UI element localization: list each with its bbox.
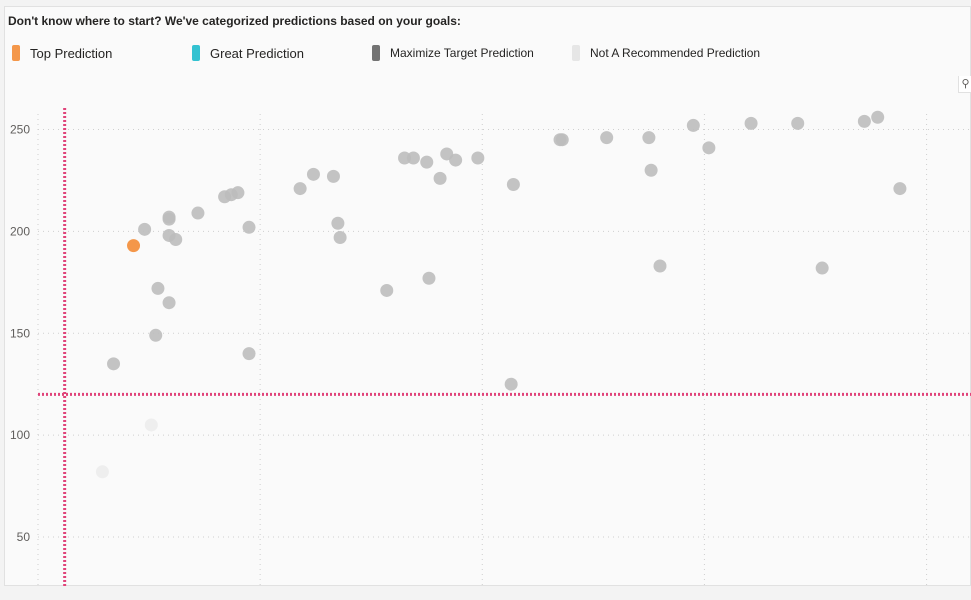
- legend-label-top-prediction: Top Prediction: [30, 45, 113, 61]
- data-point-maximize-target-prediction[interactable]: [642, 131, 656, 145]
- data-point-maximize-target-prediction[interactable]: [191, 206, 205, 220]
- data-point-maximize-target-prediction[interactable]: [422, 271, 436, 285]
- data-point-maximize-target-prediction[interactable]: [326, 169, 340, 183]
- legend-label-not-recommended: Not A Recommended Prediction: [590, 46, 761, 60]
- data-point-maximize-target-prediction[interactable]: [600, 131, 614, 145]
- data-point-maximize-target-prediction[interactable]: [380, 283, 394, 297]
- legend-swatch-not-recommended: [572, 45, 580, 61]
- data-point-not-a-recommended-prediction[interactable]: [144, 418, 158, 432]
- data-point-maximize-target-prediction[interactable]: [162, 212, 176, 226]
- data-point-maximize-target-prediction[interactable]: [702, 141, 716, 155]
- y-axis-ticks: 50 100 150 200 250: [10, 123, 30, 545]
- data-point-maximize-target-prediction[interactable]: [893, 182, 907, 196]
- data-point-maximize-target-prediction[interactable]: [138, 222, 152, 236]
- data-point-maximize-target-prediction[interactable]: [398, 151, 412, 165]
- legend-item-not-recommended[interactable]: Not A Recommended Prediction: [572, 43, 760, 63]
- legend: Top Prediction Great Prediction Maximize…: [0, 43, 971, 63]
- legend-item-great-prediction[interactable]: Great Prediction: [192, 43, 304, 63]
- data-point-maximize-target-prediction[interactable]: [420, 155, 434, 169]
- data-point-maximize-target-prediction[interactable]: [231, 186, 245, 200]
- data-point-not-a-recommended-prediction[interactable]: [95, 465, 109, 479]
- legend-swatch-great-prediction: [192, 45, 200, 61]
- y-tick-label: 50: [17, 530, 31, 544]
- legend-item-maximize-target[interactable]: Maximize Target Prediction: [372, 43, 534, 63]
- data-point-maximize-target-prediction[interactable]: [653, 259, 667, 273]
- data-point-maximize-target-prediction[interactable]: [871, 110, 885, 124]
- chart-heading: Don't know where to start? We've categor…: [8, 14, 461, 28]
- reference-lines: [38, 108, 971, 586]
- data-point-maximize-target-prediction[interactable]: [433, 171, 447, 185]
- data-point-maximize-target-prediction[interactable]: [644, 163, 658, 177]
- y-tick-label: 250: [10, 123, 30, 137]
- data-point-maximize-target-prediction[interactable]: [242, 220, 256, 234]
- data-point-maximize-target-prediction[interactable]: [242, 347, 256, 361]
- data-point-maximize-target-prediction[interactable]: [449, 153, 463, 167]
- pin-icon[interactable]: ⚲: [958, 76, 971, 93]
- data-point-maximize-target-prediction[interactable]: [293, 182, 307, 196]
- data-points: [95, 110, 907, 479]
- data-point-maximize-target-prediction[interactable]: [333, 230, 347, 244]
- data-point-top-prediction[interactable]: [127, 239, 141, 253]
- data-point-maximize-target-prediction[interactable]: [471, 151, 485, 165]
- data-point-maximize-target-prediction[interactable]: [506, 178, 520, 192]
- data-point-maximize-target-prediction[interactable]: [169, 233, 183, 247]
- data-point-maximize-target-prediction[interactable]: [504, 377, 518, 391]
- data-point-maximize-target-prediction[interactable]: [744, 116, 758, 130]
- grid-lines: [37, 114, 971, 586]
- data-point-maximize-target-prediction[interactable]: [406, 151, 420, 165]
- legend-label-maximize-target: Maximize Target Prediction: [390, 46, 534, 60]
- legend-label-great-prediction: Great Prediction: [210, 45, 304, 61]
- data-point-maximize-target-prediction[interactable]: [857, 114, 871, 128]
- data-point-maximize-target-prediction[interactable]: [151, 281, 165, 295]
- data-point-maximize-target-prediction[interactable]: [149, 328, 163, 342]
- chart-panel: [4, 6, 971, 586]
- data-point-maximize-target-prediction[interactable]: [791, 116, 805, 130]
- data-point-maximize-target-prediction[interactable]: [331, 216, 345, 230]
- data-point-maximize-target-prediction[interactable]: [162, 296, 176, 310]
- legend-item-top-prediction[interactable]: Top Prediction: [12, 43, 112, 63]
- data-point-maximize-target-prediction[interactable]: [686, 118, 700, 132]
- legend-swatch-top-prediction: [12, 45, 20, 61]
- y-tick-label: 100: [10, 428, 30, 442]
- y-tick-label: 200: [10, 224, 30, 238]
- data-point-maximize-target-prediction[interactable]: [107, 357, 121, 371]
- data-point-maximize-target-prediction[interactable]: [815, 261, 829, 275]
- y-tick-label: 150: [10, 326, 30, 340]
- data-point-maximize-target-prediction[interactable]: [555, 133, 569, 147]
- data-point-maximize-target-prediction[interactable]: [306, 167, 320, 181]
- legend-swatch-maximize-target: [372, 45, 380, 61]
